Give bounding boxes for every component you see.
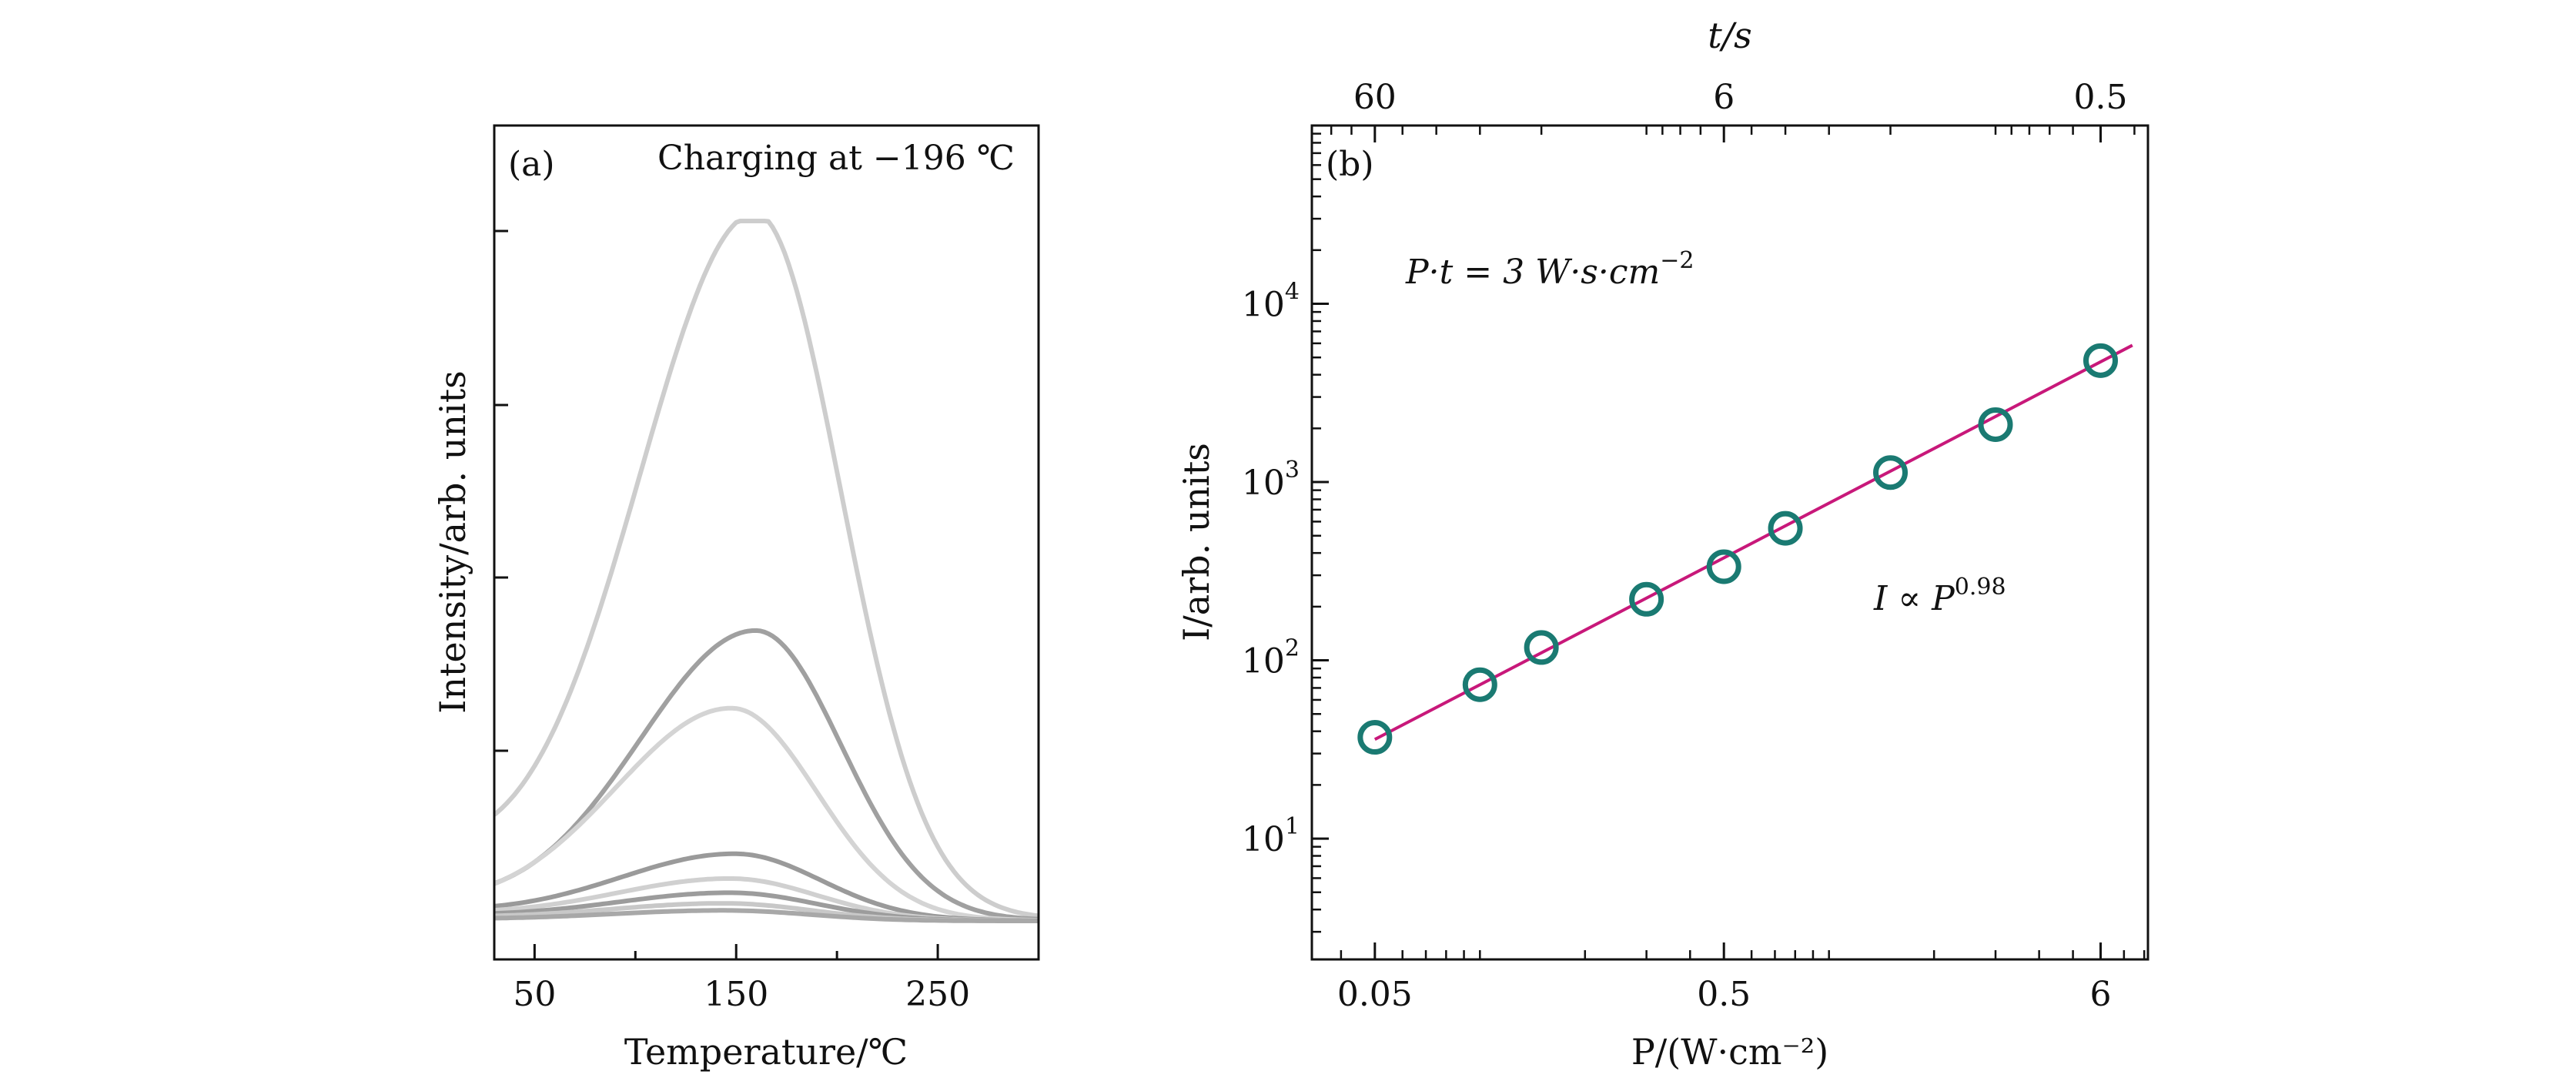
b-xlabel: P/(W·cm⁻²): [1631, 1031, 1828, 1073]
a-yticks: [494, 229, 508, 752]
b-ytick-label: 101: [1242, 813, 1300, 859]
a-annotation: Charging at −196 ℃: [657, 139, 1015, 178]
b-data-point: [2083, 343, 2118, 378]
b-fit-line: [1373, 343, 2133, 742]
b-top-xtick-label: 0.5: [2074, 78, 2128, 117]
b-data-point: [1629, 581, 1664, 617]
b-axes-frame: [1310, 124, 2149, 961]
a-xtick-label: 50: [513, 975, 556, 1014]
b-data-point: [1462, 667, 1497, 702]
b-ylabel: I/arb. units: [1176, 443, 1217, 641]
b-annotation-main: P·t = 3 W·s·cm: [1405, 253, 1660, 292]
a-xtick-label: 150: [704, 975, 768, 1014]
b-xtick-label: 6: [2089, 975, 2111, 1014]
b-fit-label: I ∝ P0.98: [1873, 574, 2006, 618]
b-xtick-label: 0.5: [1697, 975, 1751, 1014]
b-data-point: [1768, 511, 1803, 546]
b-top-xticks: 60 6 0.5: [1330, 78, 2136, 142]
b-ytick-label: 103: [1242, 457, 1300, 503]
b-ytick-label: 104: [1242, 279, 1300, 325]
b-annotation: P·t = 3 W·s·cm−2: [1405, 247, 1694, 292]
b-xtick-label: 0.05: [1337, 975, 1413, 1014]
b-yticks: 101 102 103 104: [1242, 132, 1329, 933]
a-xticks: 50 150 250: [513, 944, 1040, 1014]
panel-a: 50 150 250 (a) Charging at −196 ℃ Temperat…: [432, 124, 1040, 1073]
b-annotation-exp: −2: [1660, 247, 1694, 274]
b-data-point: [1873, 455, 1909, 490]
a-series-curve: [493, 705, 1039, 923]
b-xticks: 0.05 0.5 6: [1337, 942, 2146, 1014]
b-data-point: [1978, 407, 2013, 442]
a-ylabel: Intensity/arb. units: [432, 370, 473, 714]
a-xlabel: Temperature/℃: [624, 1031, 908, 1073]
b-data-point: [1357, 720, 1393, 755]
a-axes-frame: [493, 124, 1040, 961]
b-data-point: [1706, 549, 1741, 584]
a-series-curve: [494, 908, 1039, 923]
a-series-curve: [493, 219, 1039, 919]
a-xtick-label: 250: [905, 975, 970, 1014]
b-top-xtick-label: 60: [1353, 78, 1397, 117]
b-fit-segment: [1373, 343, 2133, 742]
b-fit-label-main: I ∝ P: [1873, 579, 1955, 618]
a-panel-label: (a): [508, 145, 555, 184]
b-points: [1357, 343, 2118, 755]
a-series-curve: [493, 628, 1039, 922]
b-data-point: [1524, 630, 1559, 665]
b-ytick-label: 102: [1242, 635, 1300, 681]
b-top-xtick-label: 6: [1713, 78, 1735, 117]
panel-b: 0.05 0.5 6 60 6 0.5 101 102 103 104 (b) P·t = 3…: [1176, 15, 2149, 1073]
b-fit-label-exp: 0.98: [1955, 574, 2006, 601]
a-curves: [493, 219, 1039, 923]
b-panel-label: (b): [1326, 145, 1374, 184]
b-top-xlabel: t/s: [1708, 15, 1752, 56]
